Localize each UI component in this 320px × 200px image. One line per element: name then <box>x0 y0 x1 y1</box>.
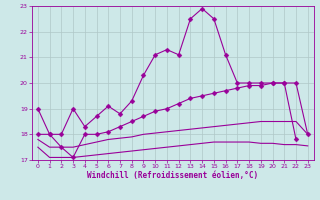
X-axis label: Windchill (Refroidissement éolien,°C): Windchill (Refroidissement éolien,°C) <box>87 171 258 180</box>
